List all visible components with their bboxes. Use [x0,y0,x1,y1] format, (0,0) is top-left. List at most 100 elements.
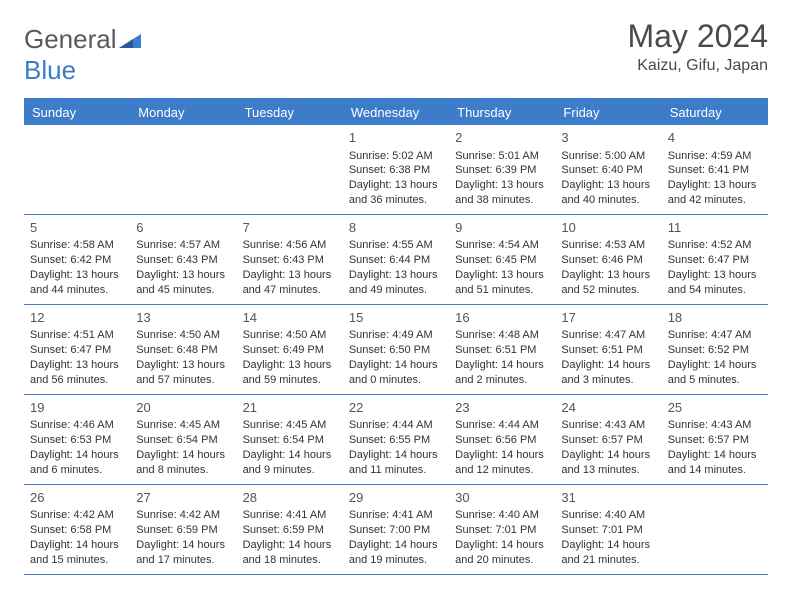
daylight-line: Daylight: 14 hours and 6 minutes. [30,448,124,478]
sunrise-line: Sunrise: 4:48 AM [455,328,549,343]
day-number: 6 [136,219,230,237]
calendar-day-cell [237,125,343,214]
sunrise-line: Sunrise: 4:50 AM [136,328,230,343]
day-number: 10 [561,219,655,237]
sunrise-line: Sunrise: 4:42 AM [30,508,124,523]
calendar-body: 1Sunrise: 5:02 AMSunset: 6:38 PMDaylight… [24,125,768,575]
day-number: 4 [668,129,762,147]
daylight-line: Daylight: 14 hours and 2 minutes. [455,358,549,388]
calendar-day-cell: 12Sunrise: 4:51 AMSunset: 6:47 PMDayligh… [24,305,130,394]
daylight-line: Daylight: 14 hours and 20 minutes. [455,538,549,568]
calendar-day-cell: 20Sunrise: 4:45 AMSunset: 6:54 PMDayligh… [130,395,236,484]
day-number: 20 [136,399,230,417]
daylight-line: Daylight: 14 hours and 3 minutes. [561,358,655,388]
sunrise-line: Sunrise: 5:02 AM [349,149,443,164]
sunset-line: Sunset: 6:59 PM [243,523,337,538]
calendar-day-cell: 30Sunrise: 4:40 AMSunset: 7:01 PMDayligh… [449,485,555,574]
sunrise-line: Sunrise: 5:00 AM [561,149,655,164]
day-header: Thursday [449,100,555,125]
calendar-day-cell: 18Sunrise: 4:47 AMSunset: 6:52 PMDayligh… [662,305,768,394]
sunrise-line: Sunrise: 4:43 AM [561,418,655,433]
calendar-day-cell: 16Sunrise: 4:48 AMSunset: 6:51 PMDayligh… [449,305,555,394]
calendar-day-cell: 1 Sunrise: 5:02 AMSunset: 6:38 PMDaylight… [343,125,449,214]
brand-part1: General [24,24,117,54]
day-header: Sunday [24,100,130,125]
day-number: 13 [136,309,230,327]
daylight-line: Daylight: 14 hours and 17 minutes. [136,538,230,568]
sunrise-line: Sunrise: 4:43 AM [668,418,762,433]
calendar-day-cell: 22Sunrise: 4:44 AMSunset: 6:55 PMDayligh… [343,395,449,484]
sunrise-line: Sunrise: 4:56 AM [243,238,337,253]
page-header: GeneralBlue May 2024 Kaizu, Gifu, Japan [24,18,768,86]
daylight-line: Daylight: 14 hours and 11 minutes. [349,448,443,478]
day-number: 5 [30,219,124,237]
daylight-line: Daylight: 14 hours and 21 minutes. [561,538,655,568]
sunset-line: Sunset: 6:44 PM [349,253,443,268]
calendar-day-cell: 31Sunrise: 4:40 AMSunset: 7:01 PMDayligh… [555,485,661,574]
daylight-line: Daylight: 14 hours and 9 minutes. [243,448,337,478]
calendar-day-cell: 24Sunrise: 4:43 AMSunset: 6:57 PMDayligh… [555,395,661,484]
sunset-line: Sunset: 6:48 PM [136,343,230,358]
calendar-day-cell: 23Sunrise: 4:44 AMSunset: 6:56 PMDayligh… [449,395,555,484]
daylight-line: Daylight: 13 hours and 40 minutes. [561,178,655,208]
calendar-week-row: 5Sunrise: 4:58 AMSunset: 6:42 PMDaylight… [24,215,768,305]
calendar-week-row: 1Sunrise: 5:02 AMSunset: 6:38 PMDaylight… [24,125,768,215]
day-number: 24 [561,399,655,417]
sunset-line: Sunset: 6:43 PM [136,253,230,268]
daylight-line: Daylight: 14 hours and 12 minutes. [455,448,549,478]
day-number: 1 [349,129,443,147]
daylight-line: Daylight: 13 hours and 44 minutes. [30,268,124,298]
calendar-week-row: 26Sunrise: 4:42 AMSunset: 6:58 PMDayligh… [24,485,768,575]
sunset-line: Sunset: 6:59 PM [136,523,230,538]
day-number: 19 [30,399,124,417]
calendar-day-cell: 2Sunrise: 5:01 AMSunset: 6:39 PMDaylight… [449,125,555,214]
sunset-line: Sunset: 6:56 PM [455,433,549,448]
day-header: Tuesday [237,100,343,125]
sunset-line: Sunset: 6:57 PM [561,433,655,448]
sunset-line: Sunset: 6:55 PM [349,433,443,448]
calendar-day-cell: 8Sunrise: 4:55 AMSunset: 6:44 PMDaylight… [343,215,449,304]
day-number: 29 [349,489,443,507]
sunset-line: Sunset: 6:45 PM [455,253,549,268]
daylight-line: Daylight: 14 hours and 18 minutes. [243,538,337,568]
sunset-line: Sunset: 6:52 PM [668,343,762,358]
day-header: Saturday [662,100,768,125]
daylight-line: Daylight: 14 hours and 15 minutes. [30,538,124,568]
title-block: May 2024 Kaizu, Gifu, Japan [627,18,768,75]
month-title: May 2024 [627,18,768,55]
calendar-day-cell: 13Sunrise: 4:50 AMSunset: 6:48 PMDayligh… [130,305,236,394]
daylight-line: Daylight: 13 hours and 36 minutes. [349,178,443,208]
day-number: 31 [561,489,655,507]
brand-part2: Blue [24,55,76,85]
daylight-line: Daylight: 13 hours and 59 minutes. [243,358,337,388]
day-number: 26 [30,489,124,507]
daylight-line: Daylight: 13 hours and 49 minutes. [349,268,443,298]
sunset-line: Sunset: 6:47 PM [668,253,762,268]
sunset-line: Sunset: 6:54 PM [243,433,337,448]
calendar-day-cell: 5Sunrise: 4:58 AMSunset: 6:42 PMDaylight… [24,215,130,304]
daylight-line: Daylight: 13 hours and 56 minutes. [30,358,124,388]
sunrise-line: Sunrise: 4:58 AM [30,238,124,253]
day-header: Friday [555,100,661,125]
day-number: 2 [455,129,549,147]
sunrise-line: Sunrise: 4:49 AM [349,328,443,343]
calendar-day-cell: 3Sunrise: 5:00 AMSunset: 6:40 PMDaylight… [555,125,661,214]
daylight-line: Daylight: 13 hours and 52 minutes. [561,268,655,298]
calendar-day-cell: 4Sunrise: 4:59 AMSunset: 6:41 PMDaylight… [662,125,768,214]
brand-triangle-icon [119,24,141,55]
sunrise-line: Sunrise: 5:01 AM [455,149,549,164]
sunrise-line: Sunrise: 4:41 AM [243,508,337,523]
sunset-line: Sunset: 6:43 PM [243,253,337,268]
sunset-line: Sunset: 7:01 PM [455,523,549,538]
sunset-line: Sunset: 6:50 PM [349,343,443,358]
sunrise-line: Sunrise: 4:47 AM [561,328,655,343]
day-number: 23 [455,399,549,417]
daylight-line: Daylight: 14 hours and 19 minutes. [349,538,443,568]
sunset-line: Sunset: 6:57 PM [668,433,762,448]
sunset-line: Sunset: 6:38 PM [349,163,443,178]
day-number: 22 [349,399,443,417]
location-text: Kaizu, Gifu, Japan [627,57,768,75]
calendar-day-cell: 6Sunrise: 4:57 AMSunset: 6:43 PMDaylight… [130,215,236,304]
sunrise-line: Sunrise: 4:55 AM [349,238,443,253]
sunset-line: Sunset: 7:00 PM [349,523,443,538]
